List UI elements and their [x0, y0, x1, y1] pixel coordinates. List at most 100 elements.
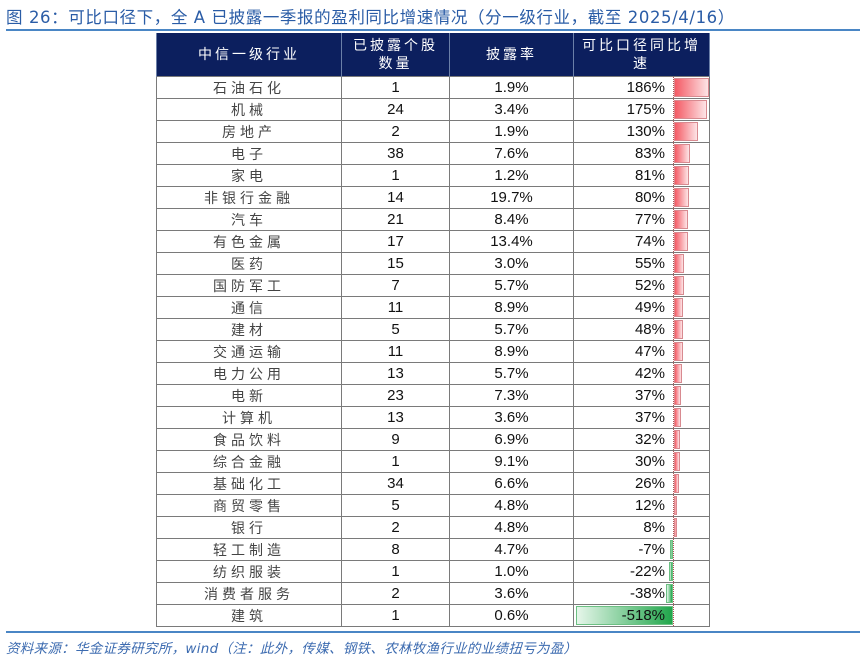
growth-data-bar — [674, 78, 709, 97]
count-cell: 9 — [341, 428, 450, 451]
growth-value: 55% — [634, 255, 665, 272]
growth-cell: 37% — [573, 406, 710, 429]
count-cell: 2 — [341, 582, 450, 605]
table-row: 商贸零售 5 4.8% 12% — [156, 494, 710, 517]
industry-cell: 汽车 — [156, 208, 342, 231]
growth-data-bar — [674, 496, 677, 515]
industry-cell: 医药 — [156, 252, 342, 275]
rate-cell: 5.7% — [449, 274, 574, 297]
industry-cell: 电子 — [156, 142, 342, 165]
growth-data-bar — [674, 342, 683, 361]
rate-cell: 4.8% — [449, 516, 574, 539]
industry-cell: 机械 — [156, 98, 342, 121]
table-row: 建筑 1 0.6% -518% — [156, 604, 710, 627]
growth-data-bar — [674, 298, 684, 317]
growth-cell: 55% — [573, 252, 710, 275]
rate-cell: 1.2% — [449, 164, 574, 187]
growth-cell: 48% — [573, 318, 710, 341]
industry-cell: 银行 — [156, 516, 342, 539]
top-divider — [6, 29, 860, 31]
growth-data-bar — [674, 122, 699, 141]
header-count: 已披露个股 数量 — [341, 33, 450, 77]
growth-data-bar — [674, 276, 684, 295]
growth-value: 32% — [634, 431, 665, 448]
growth-cell: 175% — [573, 98, 710, 121]
growth-value: 83% — [634, 145, 665, 162]
rate-cell: 6.9% — [449, 428, 574, 451]
rate-cell: 3.4% — [449, 98, 574, 121]
industry-cell: 石油石化 — [156, 76, 342, 99]
growth-data-bar — [674, 386, 681, 405]
data-bar-axis — [673, 99, 674, 120]
growth-data-bar — [670, 540, 673, 559]
figure-title: 图 26：可比口径下，全 A 已披露一季报的盈利同比增速情况（分一级行业，截至 … — [6, 8, 735, 27]
count-cell: 13 — [341, 362, 450, 385]
growth-cell: 26% — [573, 472, 710, 495]
table-row: 食品饮料 9 6.9% 32% — [156, 428, 710, 451]
table-row: 通信 11 8.9% 49% — [156, 296, 710, 319]
table-row: 家电 1 1.2% 81% — [156, 164, 710, 187]
table-row: 电力公用 13 5.7% 42% — [156, 362, 710, 385]
growth-value: 30% — [634, 453, 665, 470]
count-cell: 13 — [341, 406, 450, 429]
growth-data-bar — [674, 320, 683, 339]
bottom-divider — [6, 631, 860, 633]
data-bar-axis — [673, 275, 674, 296]
growth-data-bar — [674, 166, 690, 185]
count-cell: 2 — [341, 120, 450, 143]
count-cell: 7 — [341, 274, 450, 297]
growth-value: 74% — [634, 233, 665, 250]
growth-data-bar — [665, 584, 673, 603]
data-bar-axis — [673, 583, 674, 604]
growth-value: 81% — [634, 167, 665, 184]
industry-cell: 交通运输 — [156, 340, 342, 363]
rate-cell: 7.6% — [449, 142, 574, 165]
count-cell: 5 — [341, 318, 450, 341]
industry-cell: 建筑 — [156, 604, 342, 627]
table-row: 建材 5 5.7% 48% — [156, 318, 710, 341]
count-cell: 24 — [341, 98, 450, 121]
growth-data-bar — [674, 452, 680, 471]
rate-cell: 0.6% — [449, 604, 574, 627]
data-bar-axis — [673, 187, 674, 208]
industry-cell: 基础化工 — [156, 472, 342, 495]
growth-value: 80% — [634, 189, 665, 206]
count-cell: 1 — [341, 604, 450, 627]
count-cell: 17 — [341, 230, 450, 253]
count-cell: 1 — [341, 450, 450, 473]
industry-cell: 商贸零售 — [156, 494, 342, 517]
rate-cell: 5.7% — [449, 318, 574, 341]
data-bar-axis — [673, 473, 674, 494]
data-bar-axis — [673, 539, 674, 560]
table-row: 非银行金融 14 19.7% 80% — [156, 186, 710, 209]
data-bar-axis — [673, 451, 674, 472]
growth-value: 77% — [634, 211, 665, 228]
count-cell: 14 — [341, 186, 450, 209]
growth-cell: 47% — [573, 340, 710, 363]
table-row: 机械 24 3.4% 175% — [156, 98, 710, 121]
data-bar-axis — [673, 341, 674, 362]
growth-value: 48% — [634, 321, 665, 338]
growth-data-bar — [674, 232, 688, 251]
data-bar-axis — [673, 561, 674, 582]
rate-cell: 8.9% — [449, 296, 574, 319]
data-bar-axis — [673, 319, 674, 340]
industry-cell: 计算机 — [156, 406, 342, 429]
table-row: 房地产 2 1.9% 130% — [156, 120, 710, 143]
industry-cell: 房地产 — [156, 120, 342, 143]
table-header-row: 中信一级行业 已披露个股 数量 披露率 可比口径同比增速 — [156, 33, 710, 77]
table-row: 汽车 21 8.4% 77% — [156, 208, 710, 231]
growth-cell: 32% — [573, 428, 710, 451]
growth-cell: 30% — [573, 450, 710, 473]
rate-cell: 13.4% — [449, 230, 574, 253]
table-row: 有色金属 17 13.4% 74% — [156, 230, 710, 253]
industry-cell: 综合金融 — [156, 450, 342, 473]
count-cell: 38 — [341, 142, 450, 165]
growth-value: -7% — [638, 541, 665, 558]
header-growth: 可比口径同比增速 — [573, 33, 710, 77]
data-bar-axis — [673, 297, 674, 318]
growth-cell: 74% — [573, 230, 710, 253]
growth-cell: 77% — [573, 208, 710, 231]
industry-cell: 纺织服装 — [156, 560, 342, 583]
growth-cell: -22% — [573, 560, 710, 583]
